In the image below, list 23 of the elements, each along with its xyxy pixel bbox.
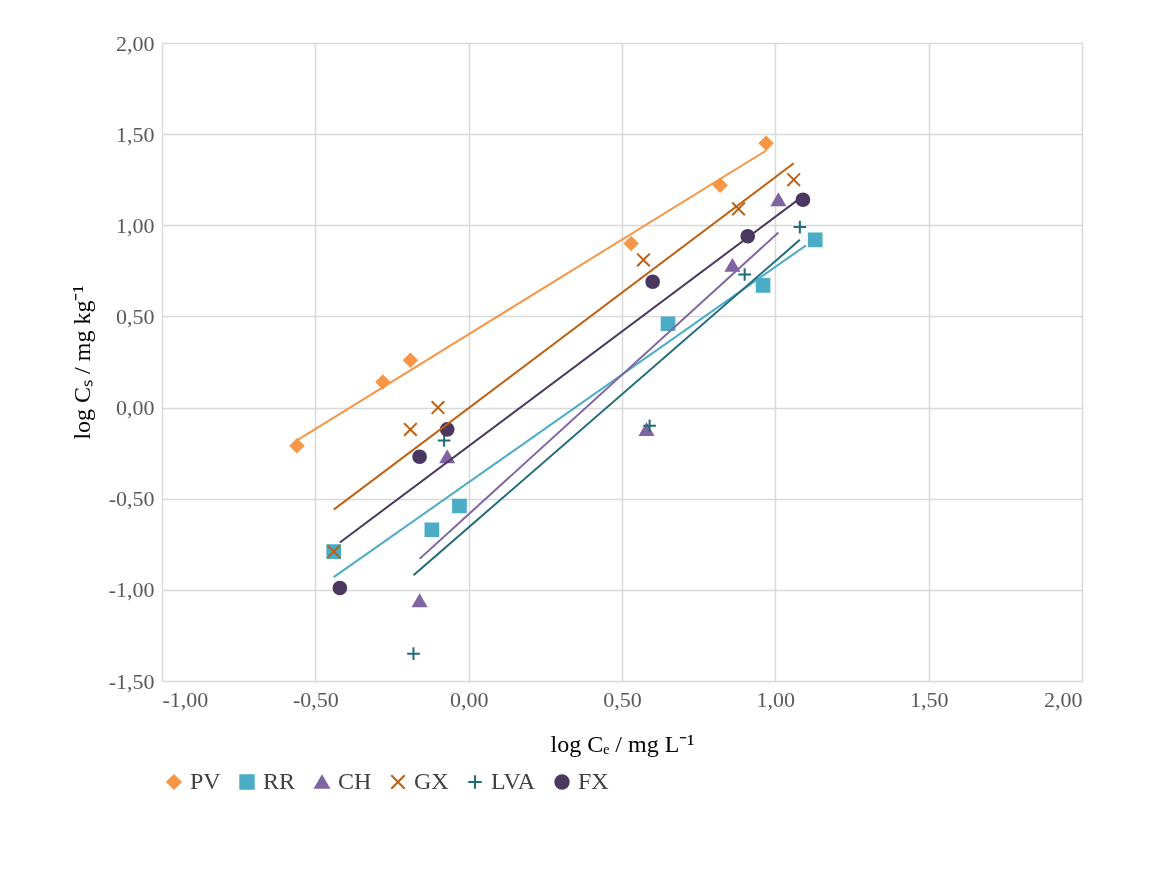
legend-label: GX <box>414 768 449 794</box>
x-tick-label: -1,00 <box>162 686 209 712</box>
x-axis-title: log Cₑ / mg L⁻¹ <box>550 730 695 757</box>
y-tick-label: 2,00 <box>116 30 155 56</box>
x-tick-label: 0,00 <box>449 686 489 712</box>
y-tick-label: 1,00 <box>116 212 155 238</box>
x-tick-label: -0,50 <box>292 686 339 712</box>
y-tick-label: 0,50 <box>116 303 155 329</box>
legend-label: CH <box>338 768 372 794</box>
y-tick-label: 0,00 <box>116 395 155 421</box>
y-tick-label: 1,50 <box>116 121 155 147</box>
x-tick-label: 1,50 <box>909 686 949 712</box>
legend-label: RR <box>263 768 296 794</box>
legend-label: FX <box>578 768 609 794</box>
y-axis-title: log Cₛ / mg kg⁻¹ <box>68 285 95 440</box>
legend-label: LVA <box>491 768 536 794</box>
x-tick-label: 2,00 <box>1044 686 1083 712</box>
x-tick-label: 0,50 <box>603 686 642 712</box>
y-tick-label: -0,50 <box>108 486 155 512</box>
x-tick-label: 1,00 <box>756 686 796 712</box>
y-tick-label: -1,00 <box>108 577 155 603</box>
y-tick-label: -1,50 <box>108 668 155 694</box>
legend-label: PV <box>190 768 222 794</box>
